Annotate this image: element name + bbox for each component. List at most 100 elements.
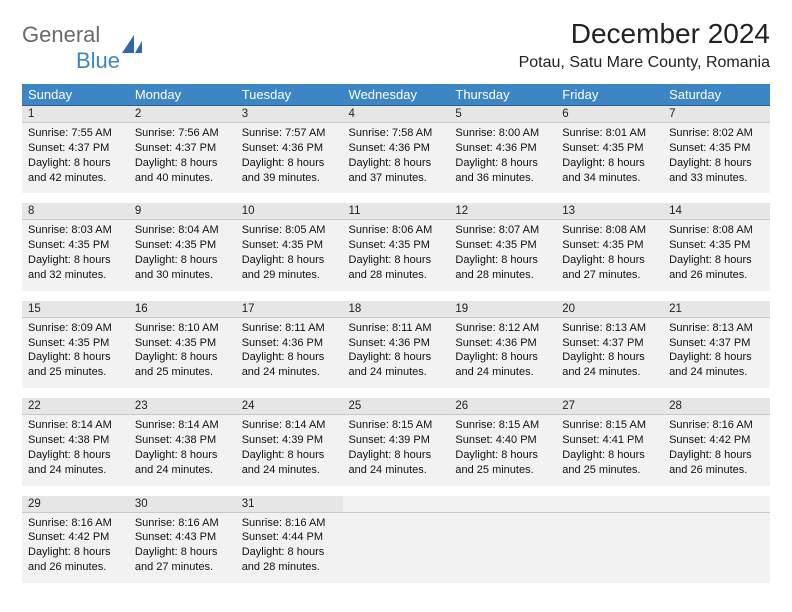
logo-sail-icon	[120, 33, 146, 64]
day-header: Wednesday	[343, 84, 450, 106]
sunrise-text: Sunrise: 8:13 AM	[562, 322, 646, 334]
day-info: Sunrise: 8:15 AMSunset: 4:41 PMDaylight:…	[556, 415, 663, 491]
day-number: 23	[129, 393, 236, 415]
sunrise-text: Sunrise: 8:16 AM	[242, 517, 326, 529]
logo-text-blue: Blue	[76, 48, 120, 73]
day-info: Sunrise: 7:58 AMSunset: 4:36 PMDaylight:…	[343, 123, 450, 199]
sunrise-text: Sunrise: 8:03 AM	[28, 224, 112, 236]
sunset-text: Sunset: 4:43 PM	[135, 531, 216, 543]
day-info: Sunrise: 8:04 AMSunset: 4:35 PMDaylight:…	[129, 220, 236, 296]
title-block: December 2024 Potau, Satu Mare County, R…	[519, 18, 770, 72]
sunset-text: Sunset: 4:35 PM	[669, 142, 750, 154]
sunrise-text: Sunrise: 7:58 AM	[349, 127, 433, 139]
day-number: 14	[663, 198, 770, 220]
daylight-text: Daylight: 8 hours and 26 minutes.	[669, 449, 752, 476]
sunrise-text: Sunrise: 8:11 AM	[242, 322, 325, 334]
week-info-row: Sunrise: 8:03 AM Sunset: 4:35 PM Daylight:…	[22, 220, 770, 296]
day-info: Sunrise: 8:12 AMSunset: 4:36 PMDaylight:…	[449, 317, 556, 393]
daylight-text: Daylight: 8 hours and 28 minutes.	[349, 254, 432, 281]
daylight-text: Daylight: 8 hours and 42 minutes.	[28, 157, 111, 184]
day-info: Sunrise: 8:14 AMSunset: 4:38 PMDaylight:…	[22, 415, 129, 491]
sunset-text: Sunset: 4:39 PM	[349, 434, 430, 446]
sunrise-text: Sunrise: 8:15 AM	[455, 419, 539, 431]
week-info-row: Sunrise: 8:09 AMSunset: 4:35 PMDaylight:…	[22, 317, 770, 393]
day-number: 24	[236, 393, 343, 415]
day-info: Sunrise: 8:11 AMSunset: 4:36 PMDaylight:…	[343, 317, 450, 393]
sunrise-text: Sunrise: 8:16 AM	[28, 517, 112, 529]
day-number: 7	[663, 106, 770, 123]
daylight-text: Daylight: 8 hours and 39 minutes.	[242, 157, 325, 184]
sunset-text: Sunset: 4:36 PM	[349, 337, 430, 349]
day-number: 6	[556, 106, 663, 123]
sunrise-text: Sunrise: 8:08 AM	[562, 224, 646, 236]
day-info: Sunrise: 8:08 AMSunset: 4:35 PMDaylight:…	[556, 220, 663, 296]
daylight-text: Daylight: 8 hours and 26 minutes.	[669, 254, 752, 281]
day-header: Friday	[556, 84, 663, 106]
header: General Blue December 2024 Potau, Satu M…	[22, 18, 770, 74]
week-daynum-row: 1234567	[22, 106, 770, 123]
sunset-text: Sunset: 4:35 PM	[669, 239, 750, 251]
sunset-text: Sunset: 4:42 PM	[669, 434, 750, 446]
empty-day	[449, 491, 556, 513]
day-info: Sunrise: 8:16 AMSunset: 4:43 PMDaylight:…	[129, 512, 236, 588]
day-number: 29	[22, 491, 129, 513]
day-info: Sunrise: 8:14 AMSunset: 4:39 PMDaylight:…	[236, 415, 343, 491]
day-number: 2	[129, 106, 236, 123]
daylight-text: Daylight: 8 hours and 24 minutes.	[242, 449, 325, 476]
sunset-text: Sunset: 4:35 PM	[28, 337, 109, 349]
day-number: 16	[129, 296, 236, 318]
sunrise-text: Sunrise: 8:00 AM	[455, 127, 539, 139]
calendar-table: SundayMondayTuesdayWednesdayThursdayFrid…	[22, 84, 770, 593]
sunset-text: Sunset: 4:38 PM	[135, 434, 216, 446]
day-header-row: SundayMondayTuesdayWednesdayThursdayFrid…	[22, 84, 770, 106]
sunrise-text: Sunrise: 8:16 AM	[669, 419, 753, 431]
day-info: Sunrise: 8:07 AMSunset: 4:35 PMDaylight:…	[449, 220, 556, 296]
daylight-text: Daylight: 8 hours and 24 minutes.	[28, 449, 111, 476]
daylight-text: Daylight: 8 hours and 29 minutes.	[242, 254, 325, 281]
week-daynum-row: 15161718192021	[22, 296, 770, 318]
day-number: 5	[449, 106, 556, 123]
sunset-text: Sunset: 4:37 PM	[562, 337, 643, 349]
day-header: Saturday	[663, 84, 770, 106]
page-title: December 2024	[519, 18, 770, 50]
day-number: 25	[343, 393, 450, 415]
sunset-text: Sunset: 4:35 PM	[455, 239, 536, 251]
sunrise-text: Sunrise: 7:55 AM	[28, 127, 112, 139]
empty-day	[343, 491, 450, 513]
sunset-text: Sunset: 4:39 PM	[242, 434, 323, 446]
logo: General Blue	[22, 22, 146, 74]
empty-day	[556, 512, 663, 588]
sunset-text: Sunset: 4:42 PM	[28, 531, 109, 543]
day-info: Sunrise: 7:56 AMSunset: 4:37 PMDaylight:…	[129, 123, 236, 199]
daylight-text: Daylight: 8 hours and 28 minutes.	[455, 254, 538, 281]
daylight-text: Daylight: 8 hours and 37 minutes.	[349, 157, 432, 184]
day-info: Sunrise: 8:15 AM Sunset: 4:39 PM Daylight:…	[343, 415, 450, 491]
sunrise-text: Sunrise: 8:08 AM	[669, 224, 753, 236]
day-header: Tuesday	[236, 84, 343, 106]
sunset-text: Sunset: 4:36 PM	[242, 337, 323, 349]
week-info-row: Sunrise: 7:55 AMSunset: 4:37 PMDaylight:…	[22, 123, 770, 199]
daylight-text: Daylight: 8 hours and 24 minutes.	[349, 449, 432, 476]
sunset-text: Sunset: 4:36 PM	[242, 142, 323, 154]
sunrise-text: Sunrise: 7:56 AM	[135, 127, 219, 139]
sunrise-text: Sunrise: 8:04 AM	[135, 224, 219, 236]
day-number: 31	[236, 491, 343, 513]
empty-day	[663, 512, 770, 588]
day-info: Sunrise: 8:00 AMSunset: 4:36 PMDaylight:…	[449, 123, 556, 199]
sunset-text: Sunset: 4:35 PM	[28, 239, 109, 251]
day-number: 22	[22, 393, 129, 415]
day-number: 4	[343, 106, 450, 123]
sunrise-text: Sunrise: 8:10 AM	[135, 322, 219, 334]
day-info: Sunrise: 8:08 AM Sunset: 4:35 PM Daylight:…	[663, 220, 770, 296]
day-info: Sunrise: 8:15 AMSunset: 4:40 PMDaylight:…	[449, 415, 556, 491]
sunrise-text: Sunrise: 8:06 AM	[349, 224, 433, 236]
day-info: Sunrise: 8:13 AMSunset: 4:37 PMDaylight:…	[663, 317, 770, 393]
daylight-text: Daylight: 8 hours and 25 minutes.	[455, 449, 538, 476]
daylight-text: Daylight: 8 hours and 27 minutes.	[135, 546, 218, 573]
daylight-text: Daylight: 8 hours and 40 minutes.	[135, 157, 218, 184]
daylight-text: Daylight: 8 hours and 25 minutes.	[135, 351, 218, 378]
daylight-text: Daylight: 8 hours and 34 minutes.	[562, 157, 645, 184]
day-info: Sunrise: 8:10 AMSunset: 4:35 PMDaylight:…	[129, 317, 236, 393]
sunset-text: Sunset: 4:36 PM	[455, 142, 536, 154]
sunrise-text: Sunrise: 8:15 AM	[349, 419, 433, 431]
